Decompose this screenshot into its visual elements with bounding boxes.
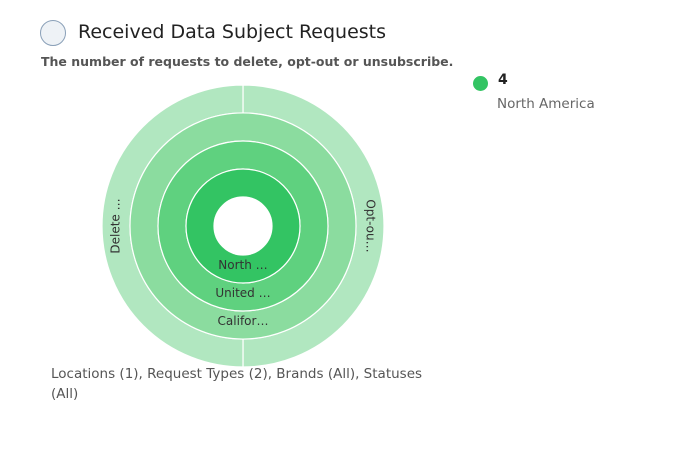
legend-label: North America (497, 96, 595, 112)
legend-count: 4 (498, 72, 508, 88)
report-icon[interactable] (40, 20, 66, 46)
ring-2-label: Califor… (218, 314, 269, 328)
ring-0-label: North … (218, 258, 267, 272)
filter-summary: Locations (1), Request Types (2), Brands… (51, 366, 423, 402)
ring-3-label-opt-out: Opt-ou… (364, 199, 378, 252)
sunburst-segment-ring-0-0[interactable] (185, 168, 301, 284)
legend-swatch (473, 76, 488, 91)
page-subtitle: The number of requests to delete, opt-ou… (41, 54, 454, 69)
ring-1-label: United … (215, 286, 270, 300)
page-title: Received Data Subject Requests (78, 21, 387, 43)
ring-3-label-delete: Delete … (109, 198, 123, 253)
